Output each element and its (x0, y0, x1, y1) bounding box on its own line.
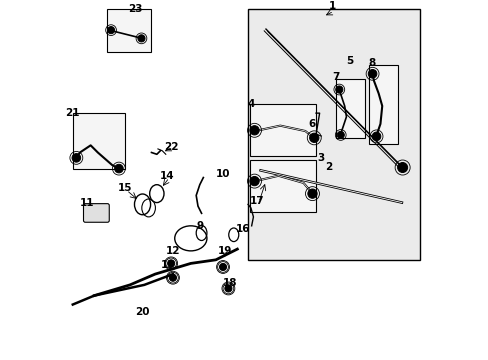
Text: 23: 23 (128, 4, 142, 14)
Text: 1: 1 (328, 1, 335, 11)
Circle shape (107, 27, 114, 34)
Circle shape (249, 176, 259, 186)
Circle shape (219, 264, 226, 271)
Text: 12: 12 (165, 246, 180, 256)
Text: 21: 21 (65, 108, 80, 118)
Circle shape (307, 189, 317, 198)
Circle shape (138, 35, 145, 42)
Bar (247, 9, 419, 260)
Bar (249, 104, 315, 156)
Circle shape (224, 285, 231, 292)
Text: 16: 16 (235, 224, 249, 234)
Bar (106, 9, 151, 52)
Text: 10: 10 (215, 169, 230, 179)
Text: 4: 4 (247, 99, 255, 109)
Circle shape (336, 131, 344, 139)
Text: 9: 9 (196, 221, 203, 231)
Text: 19: 19 (217, 246, 231, 256)
Text: 3: 3 (317, 153, 325, 163)
Bar (368, 65, 398, 144)
FancyBboxPatch shape (83, 204, 109, 222)
Circle shape (309, 133, 318, 143)
Text: 8: 8 (367, 58, 374, 68)
Text: 14: 14 (160, 171, 175, 181)
Text: 6: 6 (308, 119, 315, 129)
Text: 2: 2 (325, 162, 331, 172)
Text: 17: 17 (249, 196, 264, 206)
Text: 18: 18 (223, 278, 237, 288)
Text: 15: 15 (117, 183, 132, 193)
Text: 13: 13 (160, 260, 175, 270)
Bar (249, 159, 315, 212)
Text: 7: 7 (331, 72, 339, 82)
Circle shape (169, 274, 176, 281)
Text: 20: 20 (135, 307, 149, 317)
Bar (73, 113, 124, 168)
Circle shape (249, 126, 259, 135)
Circle shape (397, 162, 407, 172)
Circle shape (114, 164, 123, 173)
Bar (335, 79, 365, 138)
Circle shape (371, 132, 380, 141)
Circle shape (335, 86, 342, 93)
Circle shape (367, 69, 376, 78)
Text: 11: 11 (80, 198, 94, 208)
Circle shape (167, 260, 174, 267)
Text: 5: 5 (346, 56, 353, 66)
Circle shape (72, 154, 81, 162)
Text: 22: 22 (163, 142, 178, 152)
